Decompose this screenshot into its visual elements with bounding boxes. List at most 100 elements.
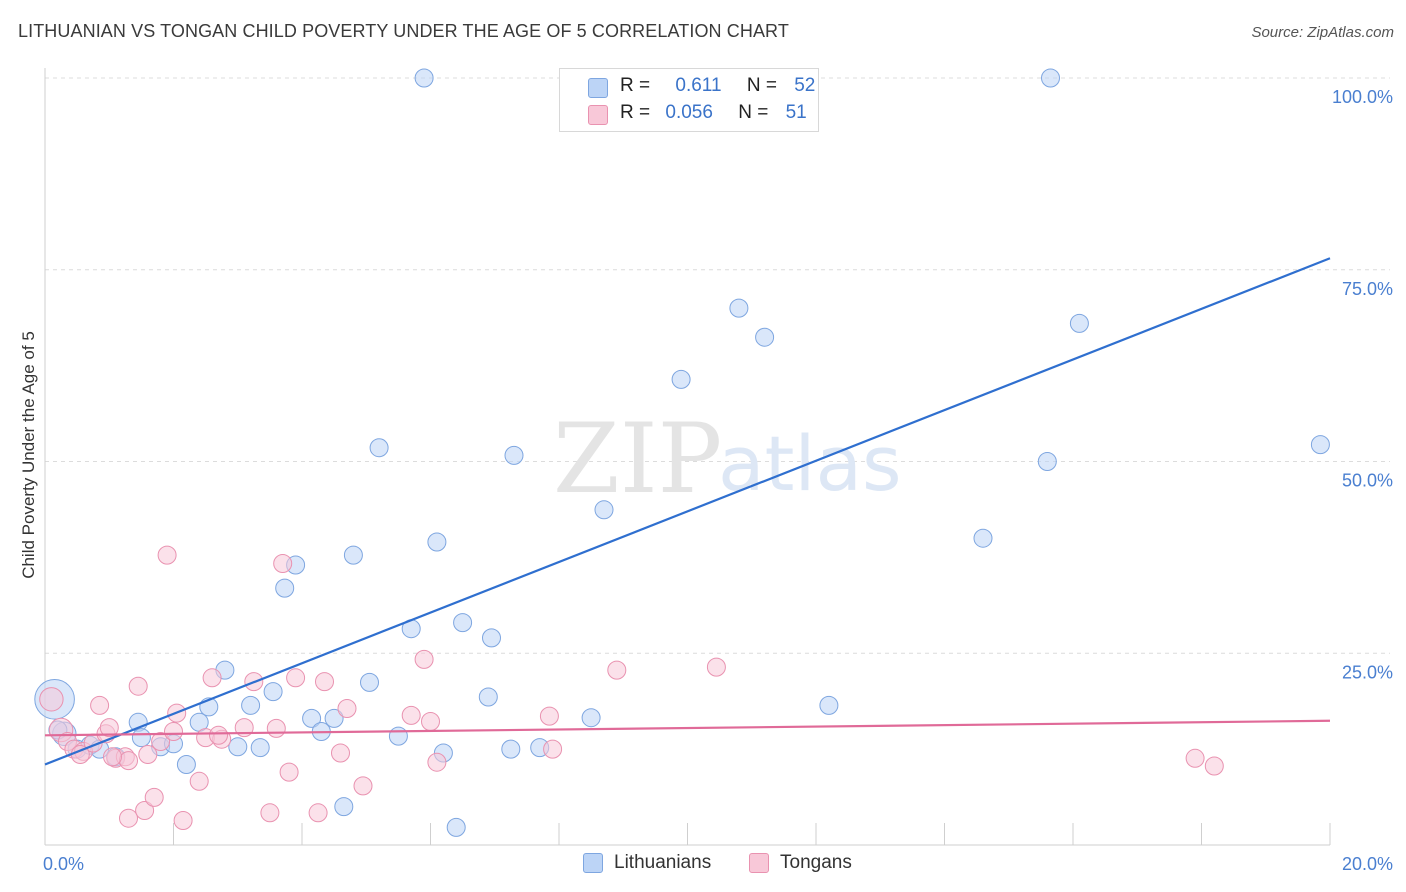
point-tongans (353, 776, 373, 796)
point-tongans (202, 668, 222, 688)
point-lithuanians (302, 708, 322, 728)
point-tongans (135, 801, 155, 820)
y-tick-label: 25.0% (1342, 662, 1393, 682)
point-tongans (337, 699, 357, 718)
point-tongans (401, 705, 421, 725)
trend-line-tongans (44, 719, 1331, 737)
point-lithuanians (228, 737, 248, 757)
point-lithuanians (1041, 68, 1060, 88)
point-lithuanians (482, 628, 501, 648)
point-lithuanians (478, 687, 498, 707)
point-lithuanians (504, 445, 524, 465)
r-label: R = (620, 75, 651, 96)
point-lithuanians (594, 500, 614, 520)
legend-stats-tongans: R = 0.056 N = 51 (620, 102, 807, 124)
point-tongans (1204, 756, 1224, 776)
point-lithuanians (1037, 452, 1057, 471)
point-tongans (427, 752, 447, 772)
point-tongans (706, 657, 726, 677)
source-label: Source: ZipAtlas.com (1251, 24, 1394, 41)
point-lithuanians (414, 68, 434, 88)
legend-stats-lithuanians: R = 0.611 N = 52 (620, 75, 815, 97)
point-lithuanians (819, 695, 839, 715)
y-tick-label: 100.0% (1332, 87, 1393, 107)
point-tongans (260, 803, 280, 823)
n-value: 52 (794, 75, 816, 96)
chart-title: LITHUANIAN VS TONGAN CHILD POVERTY UNDER… (18, 21, 789, 41)
n-label: N = (738, 102, 769, 123)
point-tongans (99, 718, 119, 738)
point-tongans (128, 676, 148, 696)
point-tongans (543, 739, 563, 759)
r-value: 0.611 (675, 75, 722, 96)
trend-lines (44, 257, 1331, 766)
trend-line-lithuanians (44, 257, 1331, 766)
point-lithuanians (427, 532, 447, 552)
point-lithuanians (131, 728, 151, 748)
point-tongans (209, 725, 228, 745)
point-lithuanians (275, 578, 295, 598)
point-lithuanians (250, 738, 270, 758)
y-axis-title: Child Poverty Under the Age of 5 (19, 331, 38, 579)
point-lithuanians (388, 726, 408, 746)
x-tick-label: 20.0% (1342, 854, 1393, 874)
point-lithuanians (334, 797, 354, 817)
point-lithuanians (755, 327, 775, 347)
watermark: ZIP atlas (553, 403, 902, 515)
grid (45, 77, 1390, 654)
x-tick-label: 0.0% (43, 854, 84, 874)
point-lithuanians (263, 682, 283, 702)
point-lithuanians (343, 545, 363, 565)
point-lithuanians (360, 672, 379, 692)
point-tongans (279, 762, 299, 782)
point-tongans (151, 732, 171, 751)
point-tongans (273, 554, 293, 573)
point-tongans (414, 649, 434, 669)
point-tongans (286, 668, 306, 688)
bottom-legend-label-tongans: Tongans (780, 852, 852, 873)
point-lithuanians (324, 708, 344, 728)
y-tick-label: 75.0% (1342, 279, 1393, 299)
watermark-zip: ZIP (553, 403, 722, 515)
point-lithuanians (369, 438, 389, 458)
bottom-legend-label-lithuanians: Lithuanians (614, 852, 712, 873)
point-tongans (315, 672, 334, 692)
point-tongans (173, 811, 193, 830)
point-tongans (539, 706, 559, 726)
point-lithuanians (501, 739, 521, 759)
point-tongans (119, 808, 138, 828)
n-label: N = (746, 75, 777, 96)
point-tongans (119, 751, 138, 771)
tick-labels: 25.0% 50.0% 75.0% 100.0% 0.0% 20.0% (43, 87, 1393, 874)
point-tongans (103, 747, 122, 767)
point-lithuanians (446, 817, 466, 837)
point-tongans (138, 745, 158, 764)
point-lithuanians (1310, 435, 1330, 455)
y-tick-label: 50.0% (1342, 471, 1393, 491)
r-value: 0.056 (665, 102, 713, 123)
bottom-legend-swatch-lithuanians (583, 853, 603, 873)
point-tongans (331, 743, 350, 763)
point-tongans (189, 771, 209, 791)
legend-swatch-tongans (588, 105, 608, 125)
bottom-legend-tongans: Tongans (749, 852, 852, 874)
point-tongans (421, 712, 440, 731)
legend-swatch-lithuanians (588, 78, 608, 98)
point-lithuanians (176, 755, 196, 774)
point-tongans (164, 722, 183, 741)
point-lithuanians (671, 369, 691, 389)
n-value: 51 (785, 102, 807, 123)
bottom-legend-lithuanians: Lithuanians (583, 852, 711, 874)
point-tongans (308, 803, 328, 823)
point-lithuanians (1069, 313, 1089, 333)
r-label: R = (620, 102, 651, 123)
point-lithuanians (581, 708, 601, 728)
point-tongans (157, 545, 177, 565)
point-tongans (266, 718, 286, 738)
point-tongans (90, 695, 110, 715)
point-tongans (39, 687, 64, 712)
point-lithuanians (729, 298, 749, 318)
point-lithuanians (241, 695, 261, 715)
point-tongans (1185, 748, 1205, 768)
